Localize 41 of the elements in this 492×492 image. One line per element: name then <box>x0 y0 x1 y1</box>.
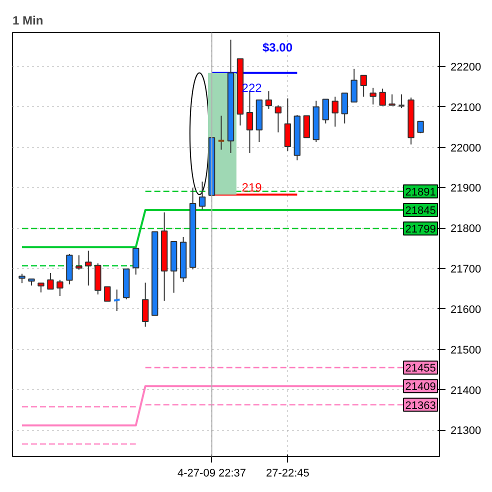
y-tick-label: 22000 <box>450 142 482 154</box>
candlestick <box>284 98 292 152</box>
candlestick <box>246 90 254 154</box>
candlestick <box>142 282 149 328</box>
candlestick <box>322 98 329 124</box>
candlestick <box>47 272 54 290</box>
candlestick <box>332 96 338 128</box>
annotation: 219 <box>242 180 262 195</box>
candlestick <box>379 88 386 106</box>
candlestick <box>274 104 282 133</box>
candlestick <box>360 74 367 98</box>
candlestick <box>341 92 348 124</box>
candlestick <box>132 247 140 276</box>
candlestick <box>303 115 310 138</box>
y-tick-label: 22100 <box>450 102 482 114</box>
y-tick-label: 21500 <box>450 344 482 356</box>
candlestick <box>38 282 44 293</box>
candlestick <box>388 94 396 106</box>
candlestick <box>104 286 111 302</box>
y-tick-label: 21700 <box>450 264 482 276</box>
candlestick <box>76 254 82 270</box>
y-tick-label: 22200 <box>450 61 482 74</box>
x-tick-label: 4-27-09 22:37 <box>178 468 246 480</box>
annotation: $3.00 <box>262 40 293 54</box>
candlestick <box>113 289 121 312</box>
candlestick <box>85 250 92 286</box>
candlestick <box>265 90 272 110</box>
y-tick-label: 21600 <box>450 304 482 316</box>
y-tick-label: 21300 <box>450 425 482 438</box>
candlestick <box>350 68 358 103</box>
candlestick <box>398 94 406 109</box>
x-tick-label: 27-22:45 <box>266 468 310 480</box>
y-tick-label: 21800 <box>450 223 482 236</box>
y-tick-label: 21400 <box>450 384 482 397</box>
candlestick <box>198 181 206 210</box>
candlestick <box>18 273 26 284</box>
y-tick-label: 21900 <box>450 182 482 195</box>
candlestick <box>370 87 376 105</box>
candlestick <box>217 115 226 150</box>
candlestick <box>56 279 64 297</box>
chart-title: 1 Min <box>12 14 44 28</box>
